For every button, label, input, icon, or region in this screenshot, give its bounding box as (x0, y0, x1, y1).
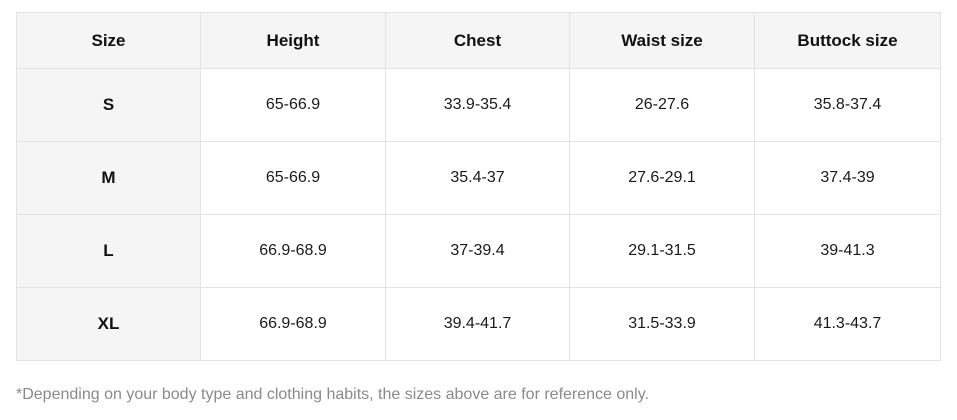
footnote: *Depending on your body type and clothin… (16, 386, 649, 403)
header-height: Height (200, 12, 386, 69)
height-cell: 66.9-68.9 (200, 214, 386, 288)
table-row: S 65-66.9 33.9-35.4 26-27.6 35.8-37.4 (16, 68, 941, 142)
chest-cell: 39.4-41.7 (385, 287, 570, 361)
chest-cell: 37-39.4 (385, 214, 570, 288)
buttock-cell: 37.4-39 (754, 141, 941, 215)
size-chart-header: Size Height Chest Waist size Buttock siz… (16, 12, 941, 69)
table-row: M 65-66.9 35.4-37 27.6-29.1 37.4-39 (16, 141, 941, 215)
header-size: Size (16, 12, 201, 69)
chest-cell: 33.9-35.4 (385, 68, 570, 142)
size-label-cell: S (16, 68, 201, 142)
height-cell: 65-66.9 (200, 141, 386, 215)
height-cell: 66.9-68.9 (200, 287, 386, 361)
waist-cell: 27.6-29.1 (569, 141, 755, 215)
header-waist-size: Waist size (569, 12, 755, 69)
size-label-cell: XL (16, 287, 201, 361)
waist-cell: 29.1-31.5 (569, 214, 755, 288)
waist-cell: 26-27.6 (569, 68, 755, 142)
size-chart-table: Size Height Chest Waist size Buttock siz… (16, 12, 941, 361)
size-chart-body: S 65-66.9 33.9-35.4 26-27.6 35.8-37.4 M … (16, 68, 941, 361)
size-label-cell: L (16, 214, 201, 288)
buttock-cell: 41.3-43.7 (754, 287, 941, 361)
header-buttock-size: Buttock size (754, 12, 941, 69)
table-row: XL 66.9-68.9 39.4-41.7 31.5-33.9 41.3-43… (16, 287, 941, 361)
buttock-cell: 39-41.3 (754, 214, 941, 288)
header-chest: Chest (385, 12, 570, 69)
size-label-cell: M (16, 141, 201, 215)
header-row: Size Height Chest Waist size Buttock siz… (16, 12, 941, 69)
height-cell: 65-66.9 (200, 68, 386, 142)
waist-cell: 31.5-33.9 (569, 287, 755, 361)
buttock-cell: 35.8-37.4 (754, 68, 941, 142)
chest-cell: 35.4-37 (385, 141, 570, 215)
table-row: L 66.9-68.9 37-39.4 29.1-31.5 39-41.3 (16, 214, 941, 288)
